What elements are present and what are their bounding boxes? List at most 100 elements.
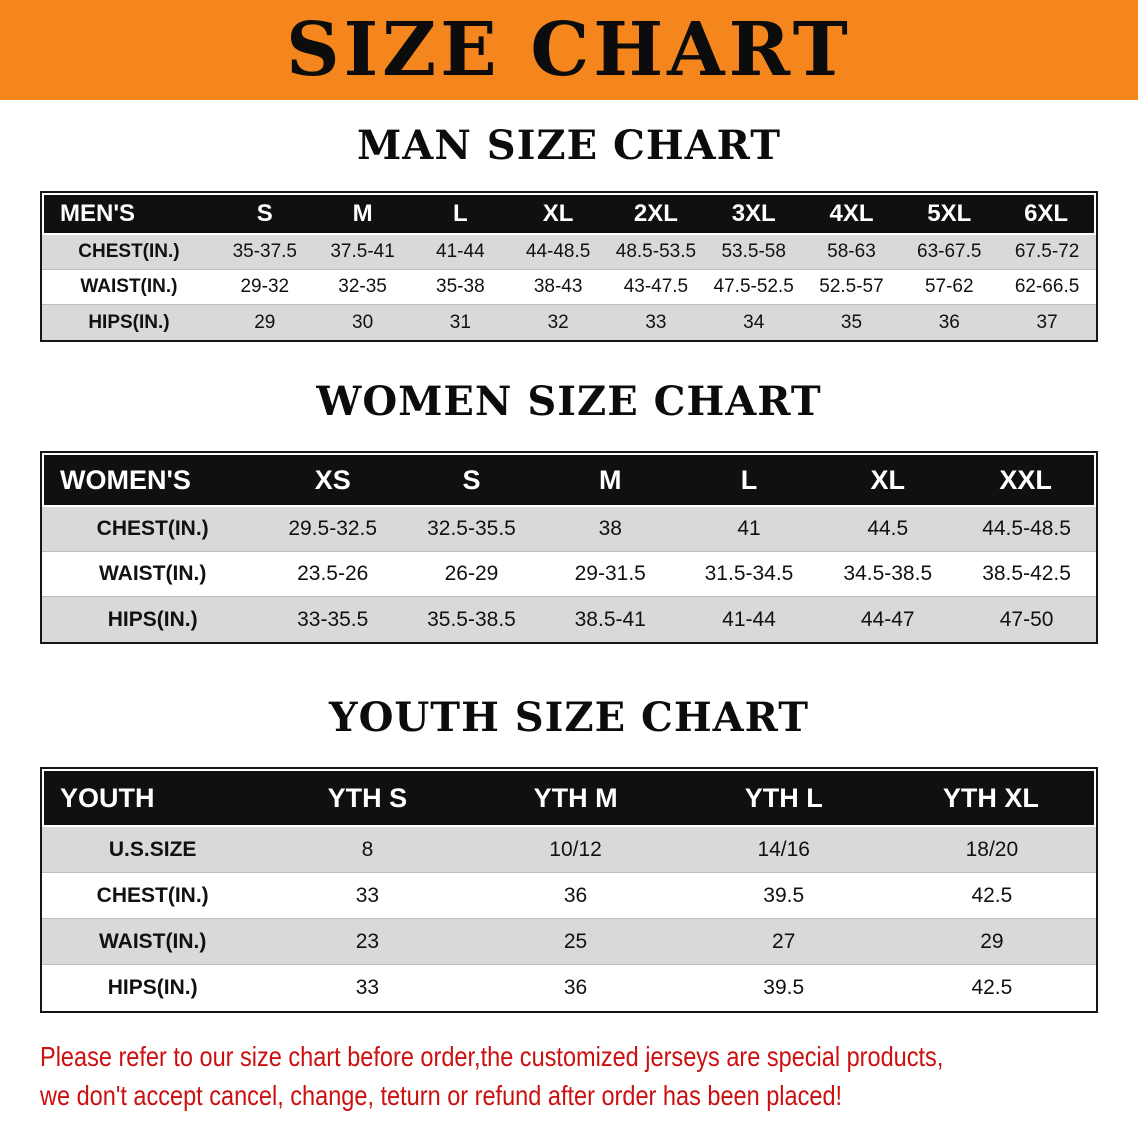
measurement-row: HIPS(IN.) 29 30 31 32 33 34 35 36 37 [42,305,1096,340]
value-cell: 47.5-52.5 [704,270,803,305]
measurement-row: WAIST(IN.) 29-32 32-35 35-38 38-43 43-47.5 47.… [42,270,1096,305]
value-cell: 42.5 [971,976,1013,999]
value-cell: 36 [471,873,680,919]
value-cell: 32-35 [313,270,412,305]
youth-size-table: YOUTH YTH S YTH M YTH L YTH XL U.S.SIZE 8 10/12… [40,767,1098,1013]
value-cell: 32.5-35.5 [402,507,541,552]
size-column-header: YTH M [471,769,680,827]
measurement-row: CHEST(IN.) 29.5-32.5 32.5-35.5 38 41 44.5 44.5… [42,507,1096,552]
value-cell: 48.5-53.5 [607,235,705,270]
value-cell: 62-66.5 [998,270,1096,305]
disclaimer-line-1: Please refer to our size chart before or… [40,1041,944,1072]
value-cell: 44.5 [818,507,958,552]
value-cell: 23.5-26 [263,552,403,597]
value-cell: 44-48.5 [509,235,608,270]
value-cell: 35 [840,311,863,333]
value-cell: 31 [449,311,471,333]
size-column-header: M [313,193,412,235]
measurement-row: U.S.SIZE 8 10/12 14/16 18/20 [42,827,1096,873]
value-cell: 43-47.5 [607,270,705,305]
value-cell: 39.5 [679,873,888,919]
row-label-cell: WAIST(IN.) [42,919,264,965]
value-cell: 29-32 [215,270,314,305]
size-column-header: YTH XL [887,769,1096,827]
size-column-header: XL [818,453,958,507]
men-section-heading: MAN SIZE CHART [357,122,781,169]
table-title-cell: WOMEN'S [42,453,264,507]
value-cell: 25 [471,919,680,965]
banner: SIZE CHART [0,0,1138,100]
size-column-header: YTH S [263,769,472,827]
value-cell: 35.5-38.5 [427,607,516,631]
value-cell: 18/20 [887,827,1096,873]
table-title-cell: MEN'S [42,193,216,235]
value-cell: 30 [352,311,374,333]
men-size-table: MEN'S S M L XL 2XL 3XL 4XL 5XL 6XL CHEST(IN.) 35-37… [40,191,1098,342]
women-section-heading: WOMEN SIZE CHART [316,378,822,425]
size-column-header: 6XL [998,193,1096,235]
value-cell: 44-47 [860,607,915,631]
measurement-row: WAIST(IN.) 23.5-26 26-29 29-31.5 31.5-34.5 34… [42,552,1096,597]
row-label-cell: CHEST(IN.) [42,873,264,919]
value-cell: 63-67.5 [900,235,999,270]
row-label-cell: HIPS(IN.) [88,311,170,333]
value-cell: 37.5-41 [313,235,412,270]
value-cell: 57-62 [900,270,999,305]
value-cell: 38 [540,507,680,552]
value-cell: 41 [679,507,819,552]
value-cell: 29-31.5 [540,552,680,597]
value-cell: 39.5 [763,976,805,999]
value-cell: 67.5-72 [998,235,1096,270]
measurement-row: WAIST(IN.) 23 25 27 29 [42,919,1096,965]
row-label-cell: U.S.SIZE [42,827,264,873]
value-cell: 38-43 [509,270,608,305]
value-cell: 42.5 [887,873,1096,919]
value-cell: 35-37.5 [215,235,314,270]
size-column-header: YTH L [679,769,888,827]
row-label-cell: HIPS(IN.) [107,607,198,631]
value-cell: 26-29 [402,552,541,597]
value-cell: 53.5-58 [704,235,803,270]
size-column-header: 3XL [704,193,803,235]
table-title-cell: YOUTH [42,769,264,827]
size-column-header: L [679,453,819,507]
value-cell: 41-44 [411,235,510,270]
size-column-header: XL [509,193,608,235]
value-cell: 29 [887,919,1096,965]
value-cell: 47-50 [999,607,1054,631]
value-cell: 32 [547,311,569,333]
size-column-header: 4XL [802,193,901,235]
value-cell: 33 [263,873,472,919]
value-cell: 8 [263,827,472,873]
value-cell: 37 [1036,311,1058,333]
measurement-row: CHEST(IN.) 35-37.5 37.5-41 41-44 44-48.5 48.5… [42,235,1096,270]
size-column-header: S [402,453,541,507]
value-cell: 52.5-57 [802,270,901,305]
table-header-row: WOMEN'S XS S M L XL XXL [42,453,1096,507]
row-label-cell: HIPS(IN.) [107,976,198,999]
disclaimer-line-2: we don't accept cancel, change, teturn o… [40,1080,843,1112]
table-header-row: YOUTH YTH S YTH M YTH L YTH XL [42,769,1096,827]
table-header-row: MEN'S S M L XL 2XL 3XL 4XL 5XL 6XL [42,193,1096,235]
value-cell: 44.5-48.5 [957,507,1096,552]
value-cell: 29.5-32.5 [263,507,403,552]
size-column-header: 2XL [607,193,705,235]
row-label-cell: CHEST(IN.) [42,235,216,270]
women-size-table: WOMEN'S XS S M L XL XXL CHEST(IN.) 29.5-32.5 32.5… [40,451,1098,644]
value-cell: 41-44 [722,607,776,631]
women-size-chart-section: WOMEN SIZE CHART WOMEN'S XS S M L XL XXL CHEST(… [0,378,1138,644]
value-cell: 38.5-41 [574,607,646,631]
row-label-cell: WAIST(IN.) [42,552,264,597]
value-cell: 23 [263,919,472,965]
value-cell: 34.5-38.5 [818,552,958,597]
value-cell: 36 [938,311,960,333]
row-label-cell: CHEST(IN.) [42,507,264,552]
measurement-row: HIPS(IN.) 33-35.5 35.5-38.5 38.5-41 41-44 44-… [42,597,1096,642]
measurement-row: HIPS(IN.) 33 36 39.5 42.5 [42,965,1096,1011]
youth-section-heading: YOUTH SIZE CHART [329,694,809,741]
size-column-header: S [215,193,314,235]
value-cell: 33 [645,311,667,333]
size-column-header: L [411,193,510,235]
disclaimer: Please refer to our size chart before or… [40,1037,1138,1115]
